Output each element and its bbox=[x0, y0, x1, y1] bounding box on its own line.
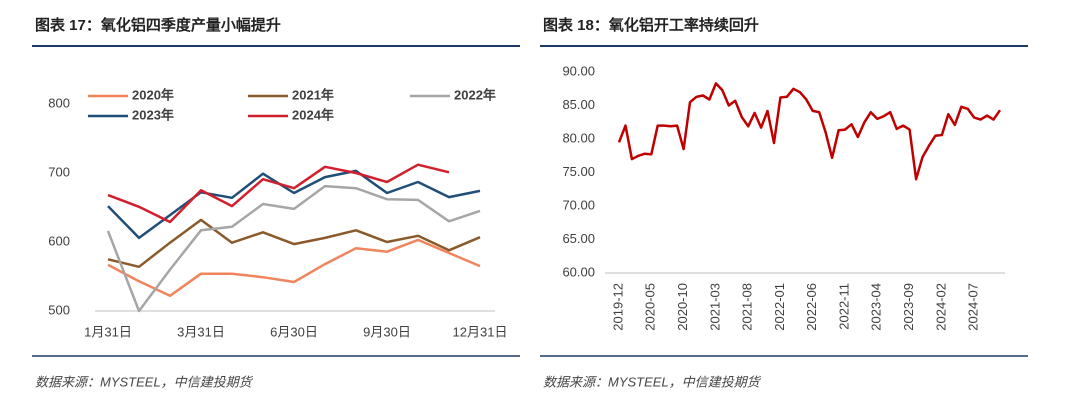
series-line bbox=[107, 163, 450, 224]
series-line bbox=[107, 169, 481, 240]
legend-label: 2020年 bbox=[132, 87, 174, 102]
y-tick-label: 600 bbox=[48, 233, 70, 248]
x-tick-label: 3月31日 bbox=[177, 324, 225, 339]
source-note: 数据来源：MYSTEEL，中信建投期货 bbox=[543, 374, 762, 389]
x-tick-label: 2022-06 bbox=[804, 283, 819, 331]
x-tick-label: 2021-03 bbox=[707, 283, 722, 331]
legend-label: 2022年 bbox=[454, 87, 496, 102]
source-note: 数据来源：MYSTEEL，中信建投期货 bbox=[35, 374, 254, 389]
legend-label: 2024年 bbox=[292, 107, 334, 122]
x-tick-label: 12月31日 bbox=[453, 324, 508, 339]
x-tick-label: 2024-02 bbox=[933, 283, 948, 331]
x-tick-label: 2022-01 bbox=[772, 283, 787, 331]
series-line bbox=[107, 218, 481, 269]
x-tick-label: 2023-09 bbox=[901, 283, 916, 331]
x-tick-label: 1月31日 bbox=[84, 324, 132, 339]
y-tick-label: 800 bbox=[48, 95, 70, 110]
x-tick-label: 2020-10 bbox=[675, 283, 690, 331]
x-tick-label: 2019-12 bbox=[610, 283, 625, 331]
legend-label: 2023年 bbox=[132, 107, 174, 122]
y-tick-label: 700 bbox=[48, 164, 70, 179]
y-tick-label: 500 bbox=[48, 302, 70, 317]
x-tick-label: 2023-04 bbox=[869, 283, 884, 331]
series-line bbox=[106, 184, 481, 313]
y-tick-label: 90.00 bbox=[562, 63, 595, 78]
series-line bbox=[617, 82, 1002, 181]
x-tick-label: 2022-11 bbox=[836, 283, 851, 330]
x-tick-label: 2024-07 bbox=[966, 283, 981, 331]
x-tick-label: 2021-08 bbox=[740, 283, 755, 331]
legend-label: 2021年 bbox=[292, 87, 334, 102]
y-tick-label: 70.00 bbox=[562, 197, 595, 212]
x-tick-label: 9月30日 bbox=[363, 324, 411, 339]
series-line bbox=[107, 238, 481, 298]
y-tick-label: 85.00 bbox=[562, 97, 595, 112]
y-tick-label: 65.00 bbox=[562, 231, 595, 246]
x-tick-label: 2020-05 bbox=[643, 283, 658, 331]
y-tick-label: 75.00 bbox=[562, 164, 595, 179]
x-tick-label: 6月30日 bbox=[270, 324, 318, 339]
chart-title: 图表 18：氧化铝开工率持续回升 bbox=[543, 16, 759, 34]
y-tick-label: 80.00 bbox=[562, 130, 595, 145]
y-tick-label: 60.00 bbox=[562, 264, 595, 279]
chart-title: 图表 17：氧化铝四季度产量小幅提升 bbox=[35, 16, 281, 34]
